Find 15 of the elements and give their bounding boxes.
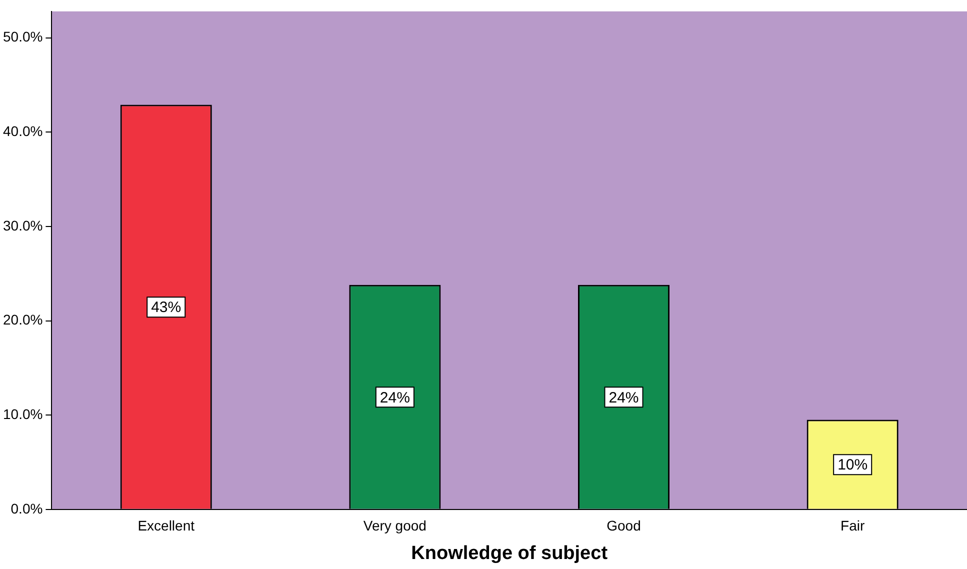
data-label: 43% [151, 299, 182, 316]
x-tick-label: Very good [363, 518, 426, 534]
data-label: 10% [838, 456, 868, 474]
y-tick-label: 50.0% [2, 28, 43, 45]
data-label: 24% [380, 389, 410, 406]
y-tick-label: 20.0% [2, 312, 43, 328]
x-tick-label: Fair [840, 518, 865, 534]
x-tick-label: Good [606, 518, 641, 534]
x-tick-label: Excellent [138, 518, 195, 534]
y-tick-label: 30.0% [2, 217, 43, 234]
y-tick-label: 10.0% [2, 406, 43, 422]
y-tick-label: 0.0% [10, 500, 43, 516]
y-tick-label: 40.0% [2, 122, 43, 139]
data-label: 24% [608, 389, 639, 406]
x-axis-title: Knowledge of subject [411, 542, 608, 564]
